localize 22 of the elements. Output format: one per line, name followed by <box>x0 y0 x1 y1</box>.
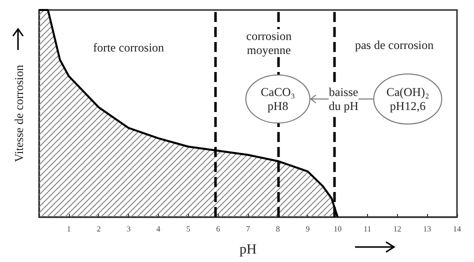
annotation: Ca(OH)₂ pH12,6 <box>386 85 430 114</box>
x-tick-label: 2 <box>96 224 101 234</box>
x-tick-label: 11 <box>364 224 372 234</box>
x-tick-label: 10 <box>334 224 342 234</box>
x-tick-label: 5 <box>186 224 190 234</box>
x-axis-title: pH <box>239 242 257 258</box>
x-tick-label: 3 <box>126 224 131 234</box>
annotation: baisse du pH <box>328 85 359 114</box>
x-tick-label: 6 <box>216 224 220 234</box>
x-tick-label: 14 <box>453 224 461 234</box>
x-tick-label: 9 <box>306 224 310 234</box>
annotation: forte corrosion <box>93 40 164 54</box>
annotation: CaCO₃ pH8 <box>260 85 295 114</box>
annotation: pas de corrosion <box>354 38 434 52</box>
x-tick-label: 7 <box>246 224 250 234</box>
annotation: corrosion moyenne <box>246 29 292 58</box>
y-axis-title: Vitesse de corrosion <box>12 64 26 162</box>
x-tick-label: 1 <box>66 224 71 234</box>
x-tick-label: 4 <box>156 224 160 234</box>
x-tick-label: 8 <box>276 224 280 234</box>
x-tick-label: 13 <box>423 224 432 234</box>
x-tick-label: 12 <box>393 224 402 234</box>
